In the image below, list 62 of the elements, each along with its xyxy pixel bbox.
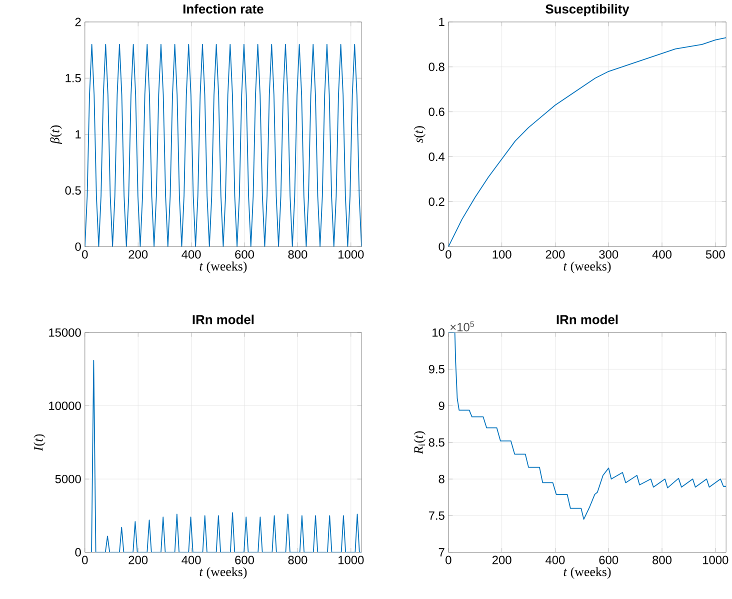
chart-title: IRn model — [556, 314, 618, 324]
x-tick-label: 1000 — [338, 250, 364, 259]
y-tick-label: 8.5 — [428, 438, 444, 447]
y-tick-label: 10 — [432, 328, 444, 337]
line-series — [448, 37, 726, 247]
y-tick-label: 7.5 — [428, 511, 444, 520]
x-tick-label: 1000 — [338, 556, 364, 564]
x-tick-label: 600 — [599, 556, 618, 564]
line-series — [84, 44, 362, 247]
y-tick-label: 0 — [75, 242, 81, 251]
x-tick-label: 600 — [235, 556, 254, 564]
x-tick-label: 500 — [706, 250, 725, 259]
x-axis-title: t (weeks) — [564, 261, 611, 274]
x-tick-label: 1000 — [703, 556, 728, 564]
y-tick-label: 10000 — [49, 401, 81, 410]
x-tick-label: 600 — [235, 250, 254, 259]
x-tick-label: 0 — [82, 250, 88, 259]
x-tick-label: 800 — [652, 556, 672, 564]
x-tick-label: 0 — [446, 556, 452, 564]
x-tick-label: 300 — [599, 250, 618, 259]
y-tick-label: 8 — [438, 474, 444, 484]
y-tick-label: 9.5 — [428, 364, 444, 374]
y-tick-label: 1 — [439, 18, 444, 26]
x-tick-label: 0 — [82, 556, 88, 564]
y-axis-title: β(t) — [50, 125, 62, 144]
y-tick-label: 0.8 — [428, 62, 444, 72]
x-axis-title: t (weeks) — [200, 261, 247, 274]
line-series — [91, 360, 362, 552]
x-tick-label: 200 — [492, 556, 512, 564]
y-tick-label: 0 — [438, 242, 444, 251]
y-axis-title: I(t) — [34, 434, 46, 451]
x-tick-label: 200 — [546, 250, 565, 259]
x-tick-label: 200 — [128, 556, 148, 564]
x-tick-label: 400 — [652, 250, 672, 259]
y-tick-label: 0.4 — [428, 152, 445, 161]
x-tick-label: 100 — [492, 250, 512, 259]
x-tick-label: 800 — [288, 250, 308, 259]
y-tick-label: 0.6 — [428, 108, 444, 116]
y-tick-label: 0.2 — [428, 197, 444, 206]
x-tick-label: 400 — [182, 556, 201, 564]
x-axis-title: t (weeks) — [564, 566, 611, 579]
y-tick-label: 0.5 — [65, 186, 81, 195]
y-tick-label: 7 — [438, 548, 444, 556]
chart-title: Infection rate — [183, 4, 264, 14]
y-tick-label: 1 — [76, 130, 81, 138]
x-tick-label: 0 — [446, 250, 452, 259]
y-tick-label: 15000 — [49, 328, 81, 337]
x-tick-label: 800 — [288, 556, 308, 564]
text: ×10$^{5}$ — [450, 321, 474, 332]
y-tick-label: 0 — [75, 548, 81, 556]
x-tick-label: 400 — [182, 250, 201, 259]
y-axis-title: s(t) — [414, 126, 426, 143]
x-axis-title: t (weeks) — [200, 566, 247, 579]
y-tick-label: 1.5 — [66, 74, 81, 82]
x-tick-label: 400 — [546, 556, 565, 564]
x-tick-label: 200 — [128, 250, 148, 259]
y-axis-title: R$_{i}$(t) — [414, 431, 426, 454]
chart-title: IRn model — [192, 314, 254, 324]
y-tick-label: 2 — [75, 18, 81, 26]
chart-title: Susceptibility — [546, 4, 630, 16]
y-tick-label: 9 — [438, 401, 444, 410]
y-tick-label: 5000 — [55, 474, 81, 484]
